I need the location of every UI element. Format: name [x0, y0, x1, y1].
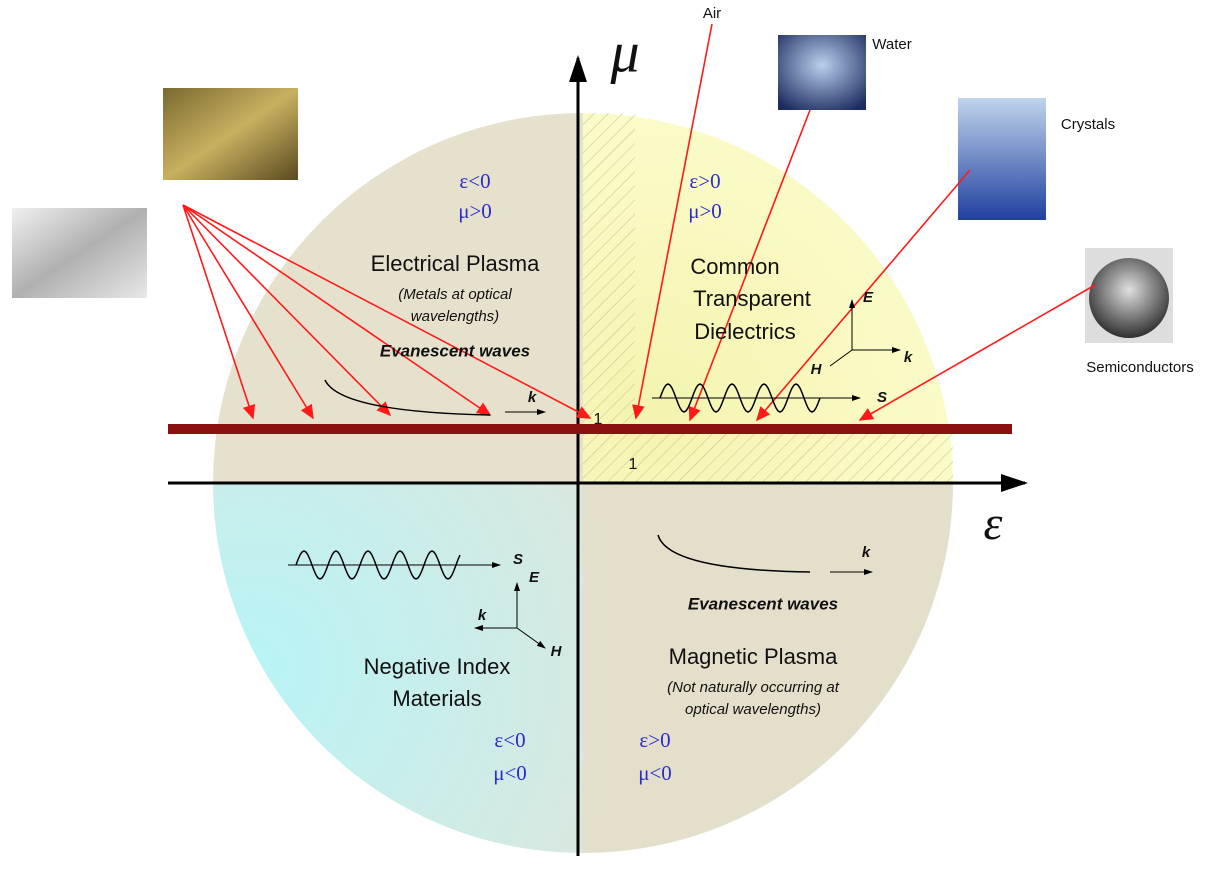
- wave-label: S: [877, 389, 887, 406]
- evanescent-curve: [324, 379, 491, 416]
- quadrant-title: Materials: [392, 686, 481, 711]
- y-axis-label: μ: [609, 19, 639, 84]
- quadrant-bg: [583, 113, 953, 483]
- gold-image: [163, 88, 298, 180]
- condition: ε>0: [639, 728, 670, 752]
- quadrant-bg: [213, 483, 583, 853]
- wave-label: k: [904, 349, 913, 366]
- water-image: [778, 35, 866, 110]
- h-arrow: [516, 627, 546, 649]
- quadrant-title: Common: [690, 254, 779, 279]
- unit-tick: 1: [629, 456, 638, 473]
- wave-label: k: [478, 607, 487, 624]
- quadrant-title: Electrical Plasma: [371, 251, 540, 276]
- quadrant-bg: [583, 483, 953, 853]
- quadrant-bg: [213, 113, 583, 483]
- condition: ε<0: [494, 728, 525, 752]
- wave-label: H: [551, 643, 563, 660]
- quadrant-title: Magnetic Plasma: [669, 644, 839, 669]
- quadrant-note: optical wavelengths): [685, 701, 821, 718]
- condition: μ>0: [688, 199, 722, 223]
- quadrant-title: Negative Index: [364, 654, 511, 679]
- wave-label: k: [862, 544, 871, 561]
- pointer-arrows: [182, 23, 1096, 422]
- wave: [295, 550, 461, 580]
- x-axis-label: ε: [984, 497, 1003, 550]
- material-label: Semiconductors: [1086, 359, 1194, 376]
- wave-label: E: [863, 289, 874, 306]
- h-arrow: [829, 349, 853, 367]
- quadrant-note: (Metals at optical: [398, 286, 512, 303]
- material-label: Crystals: [1061, 116, 1115, 133]
- quadrant-title: Transparent: [693, 286, 811, 311]
- wave-label: H: [811, 361, 823, 378]
- wave-label: S: [513, 551, 523, 568]
- wave-caption: Evanescent waves: [688, 594, 838, 613]
- condition: μ<0: [638, 761, 672, 785]
- wave-label: E: [529, 569, 540, 586]
- condition: μ<0: [493, 761, 527, 785]
- silver-image: [12, 208, 147, 298]
- condition: μ>0: [458, 199, 492, 223]
- material-label: Air: [703, 5, 721, 22]
- wafer: [1089, 258, 1169, 338]
- evanescent-curve: [657, 534, 811, 573]
- material-label: Water: [872, 36, 911, 53]
- quadrant-note: (Not naturally occurring at: [667, 679, 840, 696]
- hatched-region: [583, 113, 953, 483]
- unit-tick: 1: [594, 411, 603, 428]
- crystal-image: [958, 98, 1046, 220]
- condition: ε<0: [459, 169, 490, 193]
- quadrant-title: Dielectrics: [694, 319, 795, 344]
- condition: ε>0: [689, 169, 720, 193]
- wave-caption: Evanescent waves: [380, 341, 530, 360]
- quadrant-note: wavelengths): [411, 308, 499, 325]
- wave-label: k: [528, 389, 537, 406]
